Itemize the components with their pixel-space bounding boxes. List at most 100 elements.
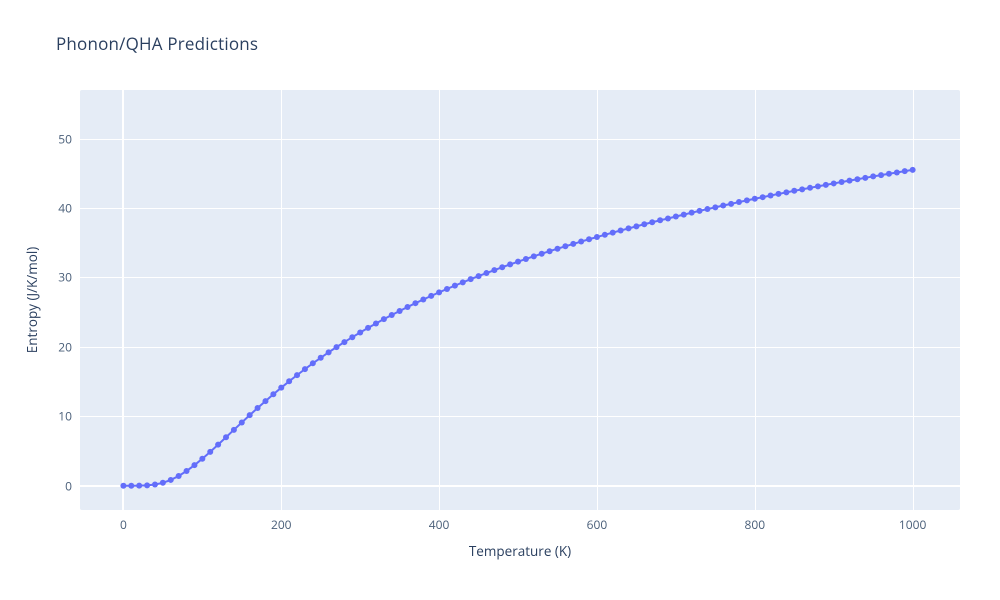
series-line[interactable] <box>123 170 912 486</box>
data-point[interactable] <box>681 212 687 218</box>
data-point[interactable] <box>365 325 371 331</box>
data-point[interactable] <box>547 248 553 254</box>
data-point[interactable] <box>507 261 513 267</box>
data-point[interactable] <box>176 473 182 479</box>
data-point[interactable] <box>420 297 426 303</box>
data-point[interactable] <box>854 176 860 182</box>
data-point[interactable] <box>870 173 876 179</box>
data-point[interactable] <box>657 217 663 223</box>
data-point[interactable] <box>602 232 608 238</box>
data-point[interactable] <box>270 391 276 397</box>
data-point[interactable] <box>839 179 845 185</box>
data-point[interactable] <box>302 366 308 372</box>
data-point[interactable] <box>428 293 434 299</box>
data-point[interactable] <box>554 246 560 252</box>
data-point[interactable] <box>673 213 679 219</box>
data-point[interactable] <box>815 183 821 189</box>
data-point[interactable] <box>562 243 568 249</box>
data-point[interactable] <box>184 468 190 474</box>
data-point[interactable] <box>491 267 497 273</box>
data-point[interactable] <box>586 236 592 242</box>
data-point[interactable] <box>405 304 411 310</box>
data-point[interactable] <box>633 223 639 229</box>
data-point[interactable] <box>144 482 150 488</box>
data-point[interactable] <box>460 279 466 285</box>
data-point[interactable] <box>847 178 853 184</box>
data-point[interactable] <box>626 225 632 231</box>
data-point[interactable] <box>775 191 781 197</box>
data-point[interactable] <box>499 264 505 270</box>
data-point[interactable] <box>894 169 900 175</box>
data-point[interactable] <box>373 320 379 326</box>
data-point[interactable] <box>207 449 213 455</box>
data-point[interactable] <box>120 483 126 489</box>
data-point[interactable] <box>136 483 142 489</box>
data-point[interactable] <box>397 308 403 314</box>
data-point[interactable] <box>910 167 916 173</box>
data-point[interactable] <box>736 199 742 205</box>
data-point[interactable] <box>310 360 316 366</box>
data-point[interactable] <box>389 312 395 318</box>
data-point[interactable] <box>665 216 671 222</box>
data-point[interactable] <box>610 230 616 236</box>
data-point[interactable] <box>436 289 442 295</box>
data-point[interactable] <box>807 185 813 191</box>
data-point[interactable] <box>689 210 695 216</box>
data-point[interactable] <box>255 405 261 411</box>
data-point[interactable] <box>381 316 387 322</box>
data-point[interactable] <box>578 239 584 245</box>
data-point[interactable] <box>799 186 805 192</box>
data-point[interactable] <box>286 378 292 384</box>
data-point[interactable] <box>326 349 332 355</box>
data-point[interactable] <box>318 355 324 361</box>
data-point[interactable] <box>199 456 205 462</box>
data-point[interactable] <box>783 189 789 195</box>
data-point[interactable] <box>515 259 521 265</box>
data-point[interactable] <box>215 442 221 448</box>
data-point[interactable] <box>357 329 363 335</box>
data-point[interactable] <box>168 477 174 483</box>
data-point[interactable] <box>483 270 489 276</box>
data-series[interactable] <box>80 90 960 510</box>
data-point[interactable] <box>697 208 703 214</box>
data-point[interactable] <box>704 206 710 212</box>
data-point[interactable] <box>247 412 253 418</box>
data-point[interactable] <box>712 204 718 210</box>
data-point[interactable] <box>823 182 829 188</box>
data-point[interactable] <box>160 480 166 486</box>
data-point[interactable] <box>886 171 892 177</box>
data-point[interactable] <box>452 283 458 289</box>
data-point[interactable] <box>594 234 600 240</box>
data-point[interactable] <box>768 193 774 199</box>
data-point[interactable] <box>744 197 750 203</box>
data-point[interactable] <box>334 344 340 350</box>
data-point[interactable] <box>128 483 134 489</box>
data-point[interactable] <box>412 300 418 306</box>
data-point[interactable] <box>618 228 624 234</box>
data-point[interactable] <box>728 201 734 207</box>
data-point[interactable] <box>720 203 726 209</box>
data-point[interactable] <box>523 256 529 262</box>
data-point[interactable] <box>152 482 158 488</box>
data-point[interactable] <box>444 286 450 292</box>
data-point[interactable] <box>239 419 245 425</box>
data-point[interactable] <box>570 241 576 247</box>
data-point[interactable] <box>539 251 545 257</box>
data-point[interactable] <box>752 196 758 202</box>
data-point[interactable] <box>231 427 237 433</box>
data-point[interactable] <box>760 194 766 200</box>
data-point[interactable] <box>878 172 884 178</box>
data-point[interactable] <box>649 219 655 225</box>
data-point[interactable] <box>791 188 797 194</box>
data-point[interactable] <box>862 175 868 181</box>
data-point[interactable] <box>278 385 284 391</box>
data-point[interactable] <box>341 339 347 345</box>
entropy-chart[interactable]: Phonon/QHA Predictions Temperature (K) E… <box>0 0 1000 600</box>
data-point[interactable] <box>223 434 229 440</box>
data-point[interactable] <box>349 334 355 340</box>
data-point[interactable] <box>641 221 647 227</box>
data-point[interactable] <box>191 462 197 468</box>
data-point[interactable] <box>294 372 300 378</box>
data-point[interactable] <box>476 273 482 279</box>
data-point[interactable] <box>531 253 537 259</box>
